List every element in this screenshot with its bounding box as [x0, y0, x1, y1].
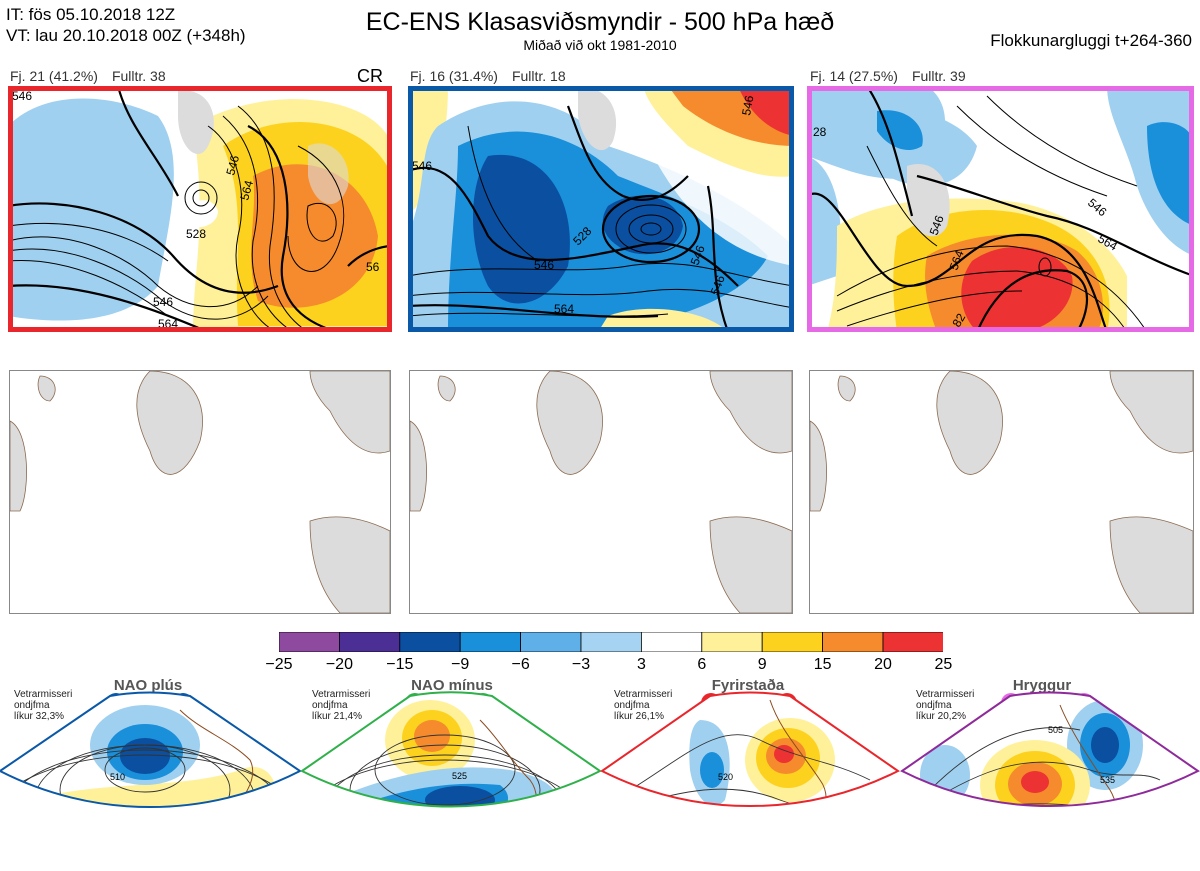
panel-2-label: Fj. 16 (31.4%) Fulltr. 18 [410, 68, 566, 84]
colorbar-tick-label: −6 [511, 656, 530, 673]
cluster-1-map: 546 528 564 546 564 56 546 [8, 86, 392, 332]
contour-label: 525 [452, 771, 467, 781]
contour-label: 546 [708, 273, 728, 297]
contour-label: 546 [688, 243, 708, 267]
regime-3-title: Fyrirstaða [711, 677, 785, 694]
colorbar-tick-label: 20 [874, 656, 892, 673]
contour-label: 28 [813, 125, 827, 139]
colorbar-swatch [339, 632, 401, 652]
regime-3-note: Vetrarmisseri ondjfma líkur 26,1% [614, 689, 673, 722]
colorbar-swatch [701, 632, 763, 652]
cluster-2-map: 546 528 546 564 546 546 546 [408, 86, 794, 332]
contour-label: 560 [1122, 809, 1137, 819]
colorbar-tick-label: 25 [934, 656, 953, 673]
colorbar-tick-label: −15 [386, 656, 414, 673]
initial-time: IT: fös 05.10.2018 12Z [6, 5, 176, 24]
contour-label: 546 [927, 213, 947, 237]
regime-4-note: Vetrarmisseri ondjfma líkur 20,2% [916, 689, 975, 722]
regime-1-map: 510 550 [0, 692, 300, 808]
anomaly-colorbar [279, 632, 943, 652]
panel-1-tag: CR [357, 66, 383, 86]
contour-label: 535 [1100, 775, 1115, 785]
regime-4-frame [900, 691, 1200, 807]
colorbar-tick-label: 9 [757, 656, 767, 673]
contour-label: 82 [949, 311, 968, 330]
regime-1-frame [0, 691, 302, 808]
panel-2-frame [408, 86, 794, 332]
contour-label: 550 [720, 808, 735, 818]
regime-1-title: NAO plús [113, 677, 183, 694]
contour-label: 528 [186, 227, 206, 241]
regime-4-map: 505 535 560 [902, 692, 1198, 819]
regime-2-note: Vetrarmisseri ondjfma líkur 21,4% [312, 689, 371, 722]
contour-label: 546 [153, 295, 173, 309]
contour-label: 546 [412, 159, 432, 173]
contour-label: 520 [718, 772, 733, 782]
valid-time: VT: lau 20.10.2018 00Z (+348h) [6, 26, 246, 45]
colorbar-tick-label: 3 [636, 656, 646, 673]
colorbar-tick-label: 6 [697, 656, 707, 673]
contour-label: 546 [534, 258, 554, 272]
contour-label: 564 [237, 178, 256, 201]
panel-1-frame [8, 86, 392, 332]
panel-1-label: Fj. 21 (41.2%) Fulltr. 38 [10, 68, 166, 84]
colorbar-swatch [520, 632, 582, 652]
colorbar-swatch [580, 632, 642, 652]
regime-2-title: NAO mínus [411, 677, 493, 694]
colorbar-tick-label: −3 [571, 656, 591, 673]
colorbar-swatch [822, 632, 884, 652]
page-subtitle: Miðað við okt 1981-2010 [523, 37, 677, 53]
contour-label: 545 [436, 815, 451, 825]
panel-3-frame [807, 86, 1194, 332]
header-info: IT: fös 05.10.2018 12Z VT: lau 20.10.201… [6, 4, 246, 46]
colorbar-tick-label: 15 [813, 656, 832, 673]
colorbar-tick-label: −25 [265, 656, 293, 673]
contour-label: 546 [12, 89, 32, 103]
contour-label: 560 [736, 835, 751, 845]
colorbar-swatch [399, 632, 461, 652]
colorbar-swatch [882, 632, 943, 652]
colorbar-swatch [459, 632, 521, 652]
empty-map-3 [809, 370, 1194, 614]
regime-3-map: 520 550 560 [602, 692, 898, 845]
colorbar-swatch [279, 632, 340, 652]
empty-map-1 [9, 370, 391, 614]
regime-2-map: 525 545 565 [302, 692, 600, 860]
contour-label: 546 [223, 153, 242, 176]
panel-3-label: Fj. 14 (27.5%) Fulltr. 39 [810, 68, 966, 84]
contour-label: 564 [554, 302, 574, 316]
page-title: EC-ENS Klasasviðsmyndir - 500 hPa hæð [365, 8, 835, 36]
contour-label: 546 [739, 94, 756, 116]
regime-1-note: Vetrarmisseri ondjfma líkur 32,3% [14, 689, 73, 722]
contour-label: 565 [446, 850, 461, 860]
colorbar-swatch [640, 632, 703, 652]
colorbar-swatch [761, 632, 824, 652]
cluster-3-map: 28 546 564 546 564 82 [807, 86, 1194, 332]
contour-label: 56 [366, 260, 380, 274]
classification-window: Flokkunargluggi t+264-360 [990, 31, 1192, 50]
regime-maps: 510 550 525 545 565 [0, 691, 1200, 860]
contour-label: 564 [947, 248, 967, 272]
regime-3-frame [600, 691, 900, 807]
regime-4-title: Hryggur [1012, 677, 1072, 694]
empty-map-2 [409, 370, 793, 614]
colorbar-tick-label: −9 [451, 656, 470, 673]
contour-label: 505 [1048, 725, 1063, 735]
contour-label: 510 [110, 772, 125, 782]
colorbar-tick-label: −20 [325, 656, 353, 673]
regime-2-frame [300, 691, 602, 808]
